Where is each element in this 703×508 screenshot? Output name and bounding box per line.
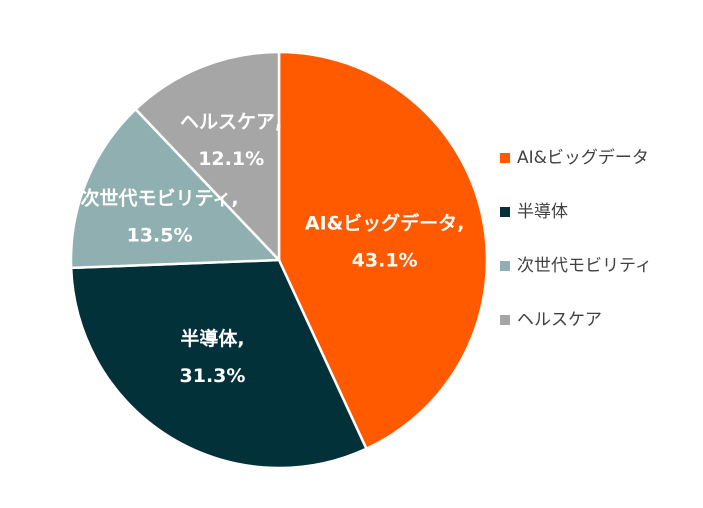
legend-swatch-healthcare bbox=[500, 315, 510, 325]
pie-slices bbox=[69, 50, 489, 470]
slice-label-value-healthcare: 12.1% bbox=[198, 148, 264, 170]
slice-label-name-semiconductor: 半導体, bbox=[180, 327, 244, 350]
legend-label-healthcare: ヘルスケア bbox=[517, 310, 602, 330]
legend-label-next-gen-mobility: 次世代モビリティ bbox=[517, 256, 652, 276]
legend-label-semiconductor: 半導体 bbox=[517, 202, 568, 222]
pie-slice-semiconductor bbox=[69, 258, 368, 470]
legend-swatch-next-gen-mobility bbox=[500, 261, 510, 271]
legend-label-ai-bigdata: AI&ビッグデータ bbox=[517, 147, 649, 168]
slice-label-value-ai-bigdata: 43.1% bbox=[352, 250, 418, 272]
slice-label-name-ai-bigdata: AI&ビッグデータ, bbox=[305, 212, 465, 235]
slice-label-value-semiconductor: 31.3% bbox=[180, 365, 246, 387]
legend-swatch-ai-bigdata bbox=[500, 153, 510, 163]
legend-swatch-semiconductor bbox=[500, 207, 510, 217]
pie-slice-healthcare bbox=[134, 50, 281, 262]
slice-labels: AI&ビッグデータ, 43.1% 半導体, 31.3% 次世代モビリティ, 13.5% ヘル… bbox=[81, 111, 465, 387]
slice-label-name-healthcare: ヘルスケア, bbox=[180, 111, 282, 133]
pie-slice-ai-bigdata bbox=[277, 50, 489, 451]
slice-label-value-next-gen-mobility: 13.5% bbox=[127, 224, 193, 246]
slice-label-name-next-gen-mobility: 次世代モビリティ, bbox=[81, 186, 239, 209]
pie-slice-next-gen-mobility bbox=[69, 108, 281, 270]
